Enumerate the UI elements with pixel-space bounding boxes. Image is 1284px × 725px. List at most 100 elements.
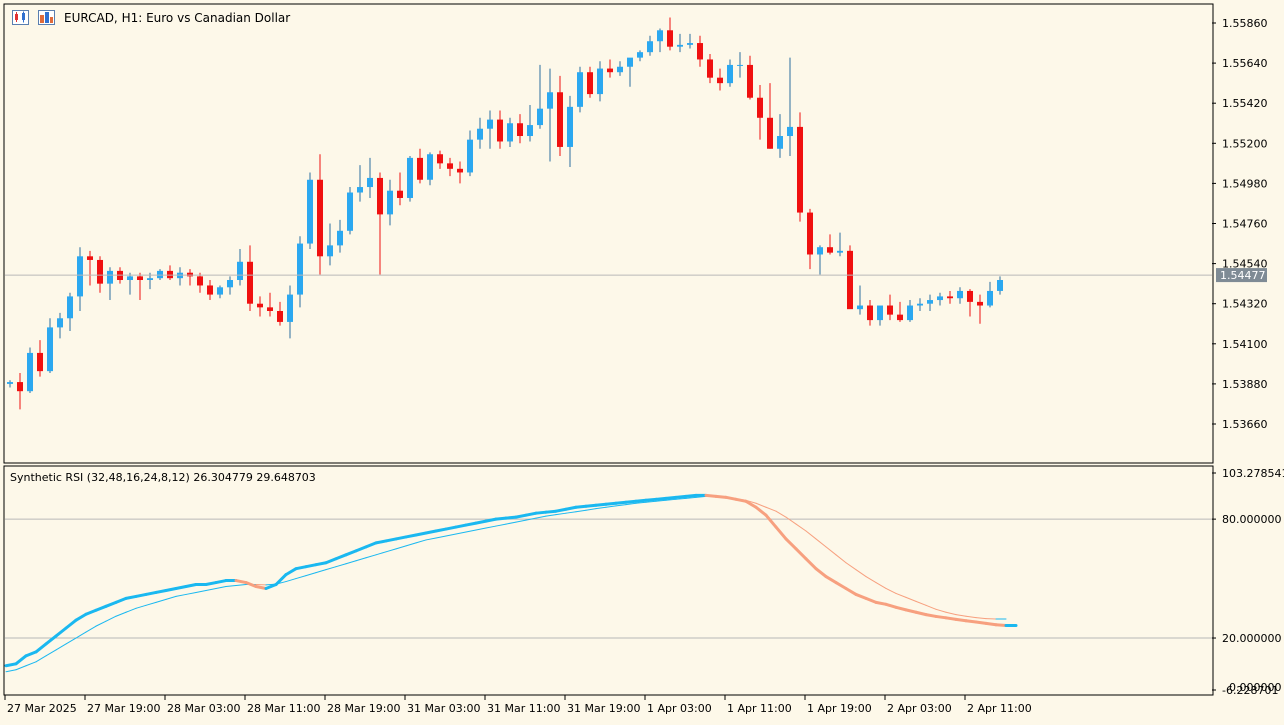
indicator-main-line xyxy=(474,519,488,525)
candle-bull xyxy=(477,128,483,140)
candle-bear xyxy=(557,92,563,147)
indicator-main-line xyxy=(414,531,428,537)
indicator-signal-line xyxy=(5,669,17,673)
indicator-signal-line xyxy=(215,586,227,589)
indicator-main-line xyxy=(934,614,948,620)
indicator-main-line xyxy=(714,494,728,499)
candle-bull xyxy=(7,382,13,384)
indicator-main-line xyxy=(244,581,258,589)
indicator-main-line xyxy=(704,493,718,498)
indicator-signal-line xyxy=(475,527,487,531)
indicator-signal-line xyxy=(555,512,567,516)
indicator-signal-line xyxy=(785,516,797,525)
candle-bull xyxy=(47,327,53,372)
indicator-signal-line xyxy=(905,596,917,602)
indicator-main-line xyxy=(974,620,988,625)
indicator-signal-line xyxy=(775,510,787,518)
indicator-signal-line xyxy=(185,591,197,595)
indicator-signal-line xyxy=(835,554,847,564)
indicator-signal-line xyxy=(45,649,57,657)
time-tick-label: 31 Mar 03:00 xyxy=(407,702,480,715)
indicator-signal-line xyxy=(345,560,357,565)
time-tick-label: 2 Apr 03:00 xyxy=(887,702,952,715)
indicator-main-line xyxy=(74,612,88,622)
candle-bear xyxy=(187,272,193,277)
indicator-signal-line xyxy=(855,569,867,578)
indicator-signal-line xyxy=(315,569,327,574)
candle-bear xyxy=(37,352,43,372)
indicator-main-line xyxy=(294,565,308,571)
candle-bull xyxy=(27,352,33,392)
indicator-main-line xyxy=(34,642,48,654)
indicator-signal-line xyxy=(595,506,607,510)
candle-bear xyxy=(717,77,723,84)
price-tick-label: 1.54760 xyxy=(1222,218,1268,231)
indicator-main-line xyxy=(514,513,528,519)
price-tick-label: 1.54540 xyxy=(1222,258,1268,271)
candle-bull xyxy=(787,126,793,137)
candle-bull xyxy=(287,294,293,322)
candle-bull xyxy=(467,139,473,173)
indicator-main-line xyxy=(444,525,458,531)
indicator-signal-line xyxy=(405,542,417,547)
candle-bear xyxy=(667,30,673,47)
indicator-main-line xyxy=(914,610,928,617)
indicator-main-line xyxy=(424,529,438,535)
indicator-signal-line xyxy=(155,598,167,603)
indicator-signal-line xyxy=(295,575,307,580)
indicator-main-line xyxy=(524,511,538,517)
indicator-main-line xyxy=(574,504,588,509)
candle-bull xyxy=(307,179,313,244)
indicator-main-line xyxy=(884,602,898,609)
indicator-main-line xyxy=(24,650,38,658)
indicator-main-line xyxy=(644,497,658,502)
indicator-main-line xyxy=(944,616,958,621)
candlestick-chart-icon[interactable] xyxy=(12,10,29,25)
indicator-signal-line xyxy=(975,617,987,620)
indicator-signal-line xyxy=(935,608,947,613)
indicator-main-line xyxy=(734,497,748,503)
indicator-main-line xyxy=(14,654,28,666)
indicator-signal-line xyxy=(755,502,767,508)
candle-bear xyxy=(167,270,173,279)
indicator-signal-line xyxy=(175,593,187,597)
indicator-main-line xyxy=(234,579,248,585)
current-price-label: 1.54477 xyxy=(1220,269,1266,282)
indicator-main-line xyxy=(774,525,788,541)
indicator-main-line xyxy=(274,573,288,587)
candle-bull xyxy=(997,280,1003,291)
indicator-signal-line xyxy=(75,631,87,639)
indicator-signal-line xyxy=(955,614,967,617)
indicator-signal-line xyxy=(565,511,577,514)
indicator-main-line xyxy=(394,535,408,541)
indicator-main-line xyxy=(504,515,518,520)
candle-bear xyxy=(697,43,703,60)
indicator-main-line xyxy=(664,495,678,500)
indicator-signal-line xyxy=(35,655,47,663)
indicator-main-line xyxy=(814,567,828,579)
indicator-main-line xyxy=(144,590,158,596)
indicator-main-line xyxy=(114,596,128,604)
indicator-signal-line xyxy=(85,625,97,633)
candle-bear xyxy=(377,177,383,215)
candle-bull xyxy=(597,68,603,95)
candle-bull xyxy=(487,119,493,129)
one-click-trading-icon[interactable] xyxy=(38,10,55,25)
indicator-signal-line xyxy=(655,499,667,502)
indicator-tick-label: 80.000000 xyxy=(1222,513,1282,526)
candle-bear xyxy=(277,310,283,322)
indicator-tick-label: -6.228701 xyxy=(1222,684,1278,697)
time-tick-label: 27 Mar 19:00 xyxy=(87,702,160,715)
candle-bear xyxy=(897,314,903,321)
indicator-main-line xyxy=(264,583,278,590)
indicator-signal-line xyxy=(815,538,827,548)
indicator-signal-line xyxy=(55,643,67,651)
indicator-main-line xyxy=(94,604,108,612)
candle-bull xyxy=(957,290,963,299)
candle-bull xyxy=(297,243,303,295)
candle-bear xyxy=(967,290,973,302)
candle-bear xyxy=(747,64,753,98)
indicator-main-line xyxy=(84,608,98,616)
indicator-signal-line xyxy=(445,533,457,537)
